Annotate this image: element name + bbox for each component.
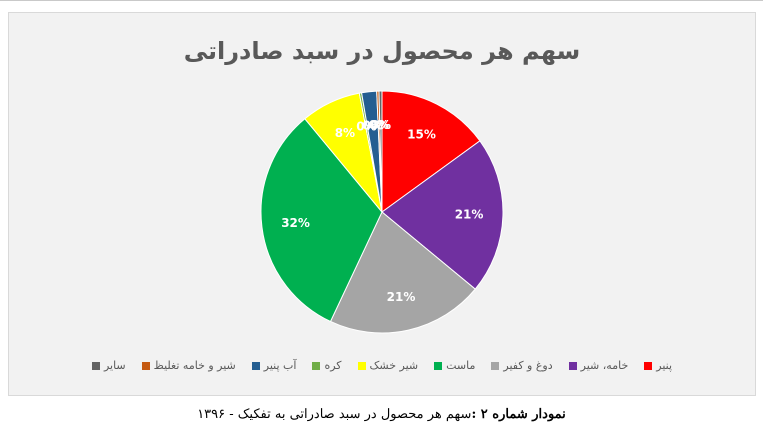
legend-label: شیر و خامه تغلیظ — [153, 359, 236, 372]
legend-item: ماست — [434, 359, 475, 372]
legend-label: آب پنیر — [263, 359, 297, 372]
legend-label: دوغ و کفیر — [503, 359, 553, 372]
legend-item: سایر — [91, 359, 126, 372]
caption-prefix: نمودار شماره ۲ : — [471, 407, 566, 422]
slice-data-label: 0% — [371, 118, 391, 132]
slice-data-label: 21% — [455, 208, 484, 222]
legend-swatch — [357, 361, 366, 370]
legend-swatch — [91, 361, 100, 370]
legend-label: خامه، شیر — [580, 359, 629, 372]
legend-label: پنیر — [656, 359, 673, 372]
pie-slice — [378, 90, 383, 213]
chart-legend: پنیر خامه، شیر دوغ و کفیر ماست شیر خشک کره آب … — [9, 359, 755, 372]
slice-data-label: 32% — [281, 216, 310, 230]
chart-area: سهم هر محصول در سبد صادراتی 15% 21% 21% 32%… — [8, 12, 756, 396]
slice-data-label: 15% — [407, 127, 436, 141]
legend-label: ماست — [446, 359, 476, 372]
top-rule — [0, 0, 763, 1]
legend-label: کره — [324, 359, 342, 372]
pie-slice — [329, 211, 476, 334]
legend-item: کره — [312, 359, 342, 372]
legend-swatch — [434, 361, 443, 370]
legend-swatch — [141, 361, 150, 370]
legend-swatch — [644, 361, 653, 370]
pie-chart: 15%21%21%32%8% 0%0%0%0% — [260, 90, 504, 334]
legend-label: شیر خشک — [369, 359, 419, 372]
pie-slice — [260, 118, 383, 323]
slice-data-label: 8% — [335, 126, 355, 140]
figure-caption: نمودار شماره ۲ :سهم هر محصول در سبد صادر… — [0, 407, 763, 422]
pie-slice — [381, 90, 481, 213]
legend-swatch — [251, 361, 260, 370]
legend-item: شیر خشک — [357, 359, 419, 372]
slice-data-label: 0% — [356, 119, 376, 133]
legend-item: پنیر — [644, 359, 672, 372]
legend-swatch — [312, 361, 321, 370]
slice-data-label: 21% — [387, 290, 416, 304]
legend-item: خامه، شیر — [568, 359, 629, 372]
pie-slice — [381, 140, 504, 290]
chart-title: سهم هر محصول در سبد صادراتی — [183, 37, 581, 65]
slice-data-label: 0% — [369, 118, 389, 132]
legend-item: شیر و خامه تغلیظ — [141, 359, 236, 372]
legend-swatch — [491, 361, 500, 370]
legend-item: آب پنیر — [251, 359, 297, 372]
slice-data-label: 0% — [363, 118, 383, 132]
legend-swatch — [568, 361, 577, 370]
legend-label: سایر — [103, 359, 126, 372]
legend-item: دوغ و کفیر — [491, 359, 553, 372]
caption-text: سهم هر محصول در سبد صادراتی به تفکیک - ۱… — [197, 407, 472, 422]
